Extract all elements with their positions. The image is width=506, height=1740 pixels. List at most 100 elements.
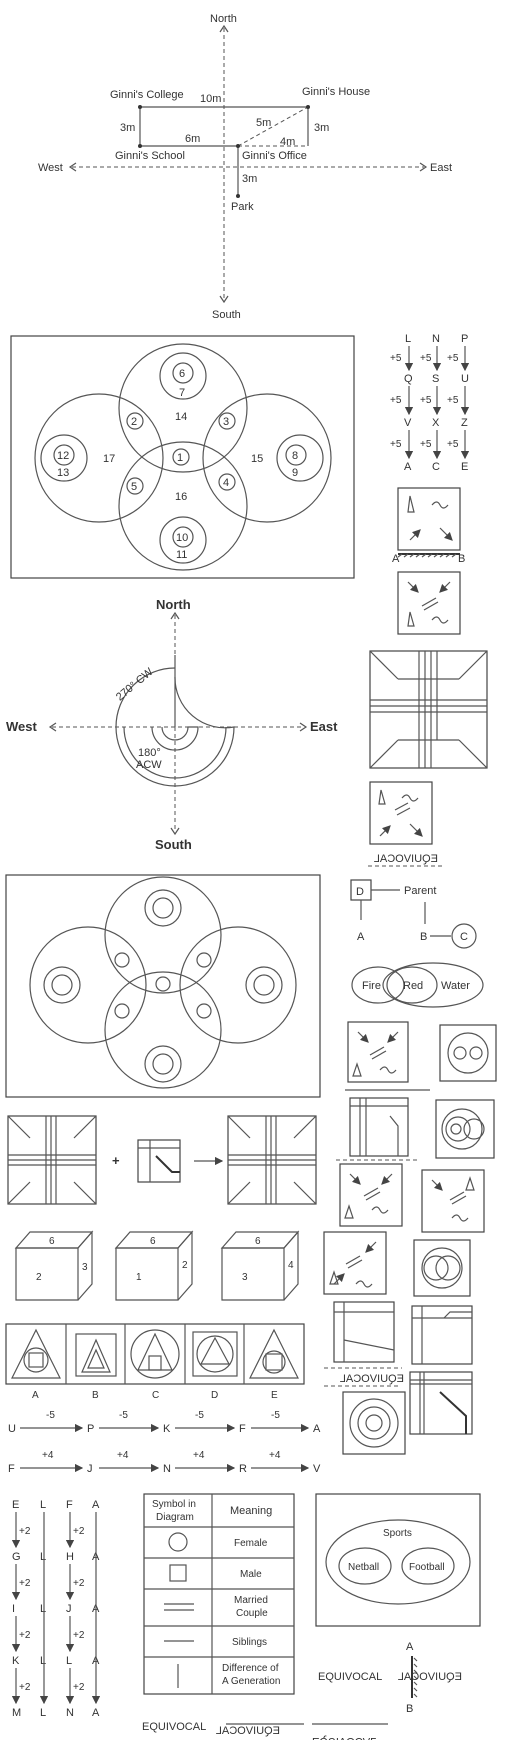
letter-grid: E G I K M L L L L L F H J L N A A A A A … xyxy=(11,1499,101,1719)
svg-text:6: 6 xyxy=(255,1236,261,1247)
direction-map: North South West East Ginni's College Gi… xyxy=(38,13,452,321)
svg-text:L: L xyxy=(40,1499,46,1511)
fire-red-water: Fire Red Water xyxy=(351,962,484,1008)
svg-text:15: 15 xyxy=(251,453,263,465)
svg-text:+: + xyxy=(112,1153,120,1168)
svg-text:-5: -5 xyxy=(195,1410,204,1421)
svg-text:F: F xyxy=(8,1463,15,1475)
dist-5m: 5m xyxy=(256,117,271,129)
svg-text:+5: +5 xyxy=(420,395,432,406)
svg-text:A: A xyxy=(406,1641,414,1653)
svg-text:A: A xyxy=(32,1390,39,1401)
svg-text:Male: Male xyxy=(240,1569,262,1580)
svg-text:L: L xyxy=(40,1707,46,1719)
svg-text:11: 11 xyxy=(176,549,187,561)
svg-text:Siblings: Siblings xyxy=(232,1637,267,1648)
svg-text:D: D xyxy=(211,1390,218,1401)
svg-text:+5: +5 xyxy=(390,353,402,364)
venn-circles xyxy=(5,874,321,1098)
symbol-table: Symbol in Diagram Meaning Female Male Ma… xyxy=(143,1493,295,1695)
letter-columns: L Q V A N S X C P U Z E +5 +5 +5 +5 +5 +… xyxy=(390,333,470,473)
svg-text:G: G xyxy=(12,1551,21,1563)
series-minus5: U P K F A -5 -5 -5 -5 xyxy=(8,1410,321,1435)
svg-text:+2: +2 xyxy=(19,1682,31,1693)
map-north: North xyxy=(210,13,237,25)
svg-text:E: E xyxy=(461,461,468,473)
svg-text:5: 5 xyxy=(131,481,137,493)
svg-text:+5: +5 xyxy=(420,353,432,364)
svg-text:Red: Red xyxy=(403,980,423,992)
svg-text:-5: -5 xyxy=(46,1410,55,1421)
svg-text:+5: +5 xyxy=(390,395,402,406)
svg-text:P: P xyxy=(87,1423,94,1435)
svg-text:3: 3 xyxy=(82,1262,88,1273)
mirror-figure-1: A B xyxy=(392,487,465,635)
route-line xyxy=(139,106,309,146)
svg-text:I: I xyxy=(12,1603,15,1615)
svg-text:270° CW: 270° CW xyxy=(114,666,156,704)
svg-text:P: P xyxy=(461,333,468,345)
svg-text:R: R xyxy=(239,1463,247,1475)
svg-text:Sports: Sports xyxy=(383,1528,412,1539)
dist-4m: 4m xyxy=(280,136,295,148)
svg-text:7: 7 xyxy=(179,387,185,399)
svg-text:B: B xyxy=(92,1390,99,1401)
sports-venn: Sports Netball Football xyxy=(315,1493,481,1627)
svg-text:C: C xyxy=(432,461,440,473)
svg-text:13: 13 xyxy=(57,467,69,479)
svg-text:J: J xyxy=(66,1603,72,1615)
options-grid-right: EQUIVOCAL xyxy=(323,1021,497,1455)
svg-text:+2: +2 xyxy=(19,1578,31,1589)
svg-text:A: A xyxy=(357,931,365,943)
svg-text:2: 2 xyxy=(131,416,137,428)
dist-3m-park: 3m xyxy=(242,173,257,185)
svg-text:14: 14 xyxy=(175,411,187,423)
svg-text:Couple: Couple xyxy=(236,1608,268,1619)
svg-text:4: 4 xyxy=(223,477,229,489)
svg-text:+2: +2 xyxy=(19,1630,31,1641)
svg-text:+5: +5 xyxy=(420,439,432,450)
svg-text:A: A xyxy=(92,1707,100,1719)
svg-text:-5: -5 xyxy=(271,1410,280,1421)
svg-text:Female: Female xyxy=(234,1538,268,1549)
svg-text:+4: +4 xyxy=(269,1450,281,1461)
svg-text:H: H xyxy=(66,1551,74,1563)
svg-text:Parent: Parent xyxy=(404,885,436,897)
map-west: West xyxy=(38,162,63,174)
svg-text:A: A xyxy=(313,1423,321,1435)
svg-text:+2: +2 xyxy=(73,1630,85,1641)
svg-text:B: B xyxy=(406,1703,413,1715)
svg-text:Z: Z xyxy=(461,417,468,429)
svg-text:F: F xyxy=(66,1499,73,1511)
svg-text:+4: +4 xyxy=(42,1450,54,1461)
svg-text:East: East xyxy=(310,719,338,734)
svg-text:3: 3 xyxy=(242,1272,248,1283)
svg-text:U: U xyxy=(461,373,469,385)
equivocal-mirrors: A B EQUIVOCAL EQUIVOCAL EQUIVOCAL EQUIVO… xyxy=(142,1641,462,1740)
svg-text:K: K xyxy=(12,1655,20,1667)
mirror-word-1: EQUIVOCAL xyxy=(374,853,438,865)
svg-text:South: South xyxy=(155,837,192,852)
svg-text:L: L xyxy=(40,1551,46,1563)
svg-text:Q: Q xyxy=(404,373,413,385)
equivocal-mirror-bottom: EQUIVOCAL xyxy=(216,1725,280,1737)
svg-text:E: E xyxy=(271,1390,278,1401)
svg-text:West: West xyxy=(6,719,37,734)
svg-text:N: N xyxy=(163,1463,171,1475)
svg-text:-5: -5 xyxy=(119,1410,128,1421)
svg-text:B: B xyxy=(420,931,427,943)
svg-text:L: L xyxy=(405,333,411,345)
shape-options: A B C D E xyxy=(5,1323,305,1401)
svg-text:M: M xyxy=(12,1707,21,1719)
compass-rotation: North South West East 270° CW 180° ACW xyxy=(6,597,338,852)
svg-text:A Generation: A Generation xyxy=(222,1676,280,1687)
svg-text:2: 2 xyxy=(182,1260,188,1271)
svg-text:+2: +2 xyxy=(73,1682,85,1693)
mirror-figure-2: EQUIVOCAL xyxy=(368,781,442,867)
svg-text:+2: +2 xyxy=(73,1526,85,1537)
svg-text:J: J xyxy=(87,1463,93,1475)
svg-text:2: 2 xyxy=(36,1272,42,1283)
svg-text:+2: +2 xyxy=(73,1578,85,1589)
svg-text:L: L xyxy=(66,1655,72,1667)
svg-text:A: A xyxy=(92,1499,100,1511)
